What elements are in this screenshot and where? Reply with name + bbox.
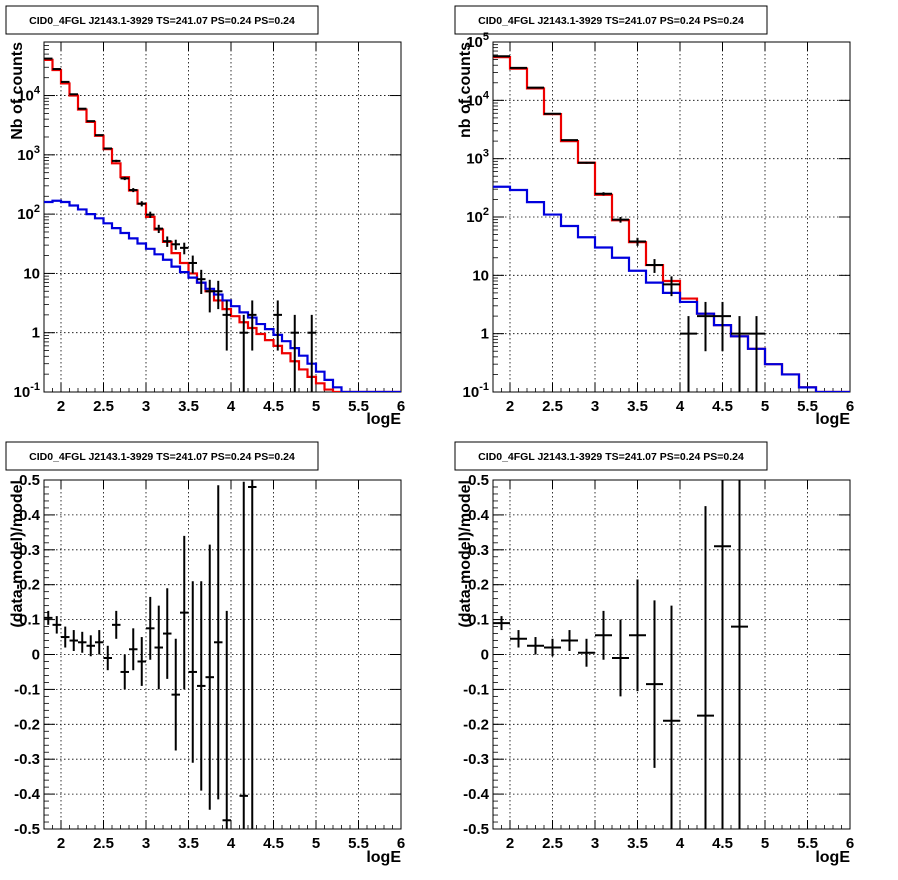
y-tick-label: -0.5 [463, 821, 489, 838]
x-tick-label: 4.5 [263, 835, 284, 852]
x-axis-label: logE [815, 849, 850, 866]
y-tick-label: 102 [466, 206, 489, 226]
chart-title: CID0_4FGL J2143.1-3929 TS=241.07 PS=0.24… [29, 15, 295, 27]
y-tick-label: 102 [17, 203, 40, 223]
data-point [578, 162, 595, 164]
y-tick-label: 10-1 [14, 381, 40, 401]
y-tick-label: -0.4 [463, 786, 490, 803]
x-tick-label: 4 [676, 835, 685, 852]
x-tick-label: 4.5 [263, 398, 284, 415]
x-tick-label: 3 [142, 835, 150, 852]
y-tick-label: -0.4 [14, 786, 41, 803]
y-tick-label: 10 [23, 265, 40, 282]
y-axis-label: (data-model)/model [9, 480, 26, 628]
y-tick-label: -0.3 [463, 751, 489, 768]
chart-title: CID0_4FGL J2143.1-3929 TS=241.07 PS=0.24… [478, 451, 744, 463]
y-tick-label: 10-1 [463, 381, 489, 401]
x-tick-label: 4.5 [712, 398, 733, 415]
x-tick-label: 4.5 [712, 835, 733, 852]
y-tick-label: 10 [472, 267, 489, 284]
x-tick-label: 2.5 [93, 835, 114, 852]
data-point [112, 160, 121, 162]
x-tick-label: 3.5 [627, 398, 648, 415]
data-point [87, 121, 96, 122]
x-tick-label: 2 [57, 835, 65, 852]
x-tick-label: 3 [142, 398, 150, 415]
x-tick-label: 3.5 [627, 835, 648, 852]
y-tick-label: 0 [32, 647, 40, 664]
x-tick-label: 4 [227, 835, 236, 852]
plot-frame [44, 42, 401, 392]
y-axis-label: (data-model)/model [457, 480, 474, 628]
x-axis-label: logE [366, 849, 401, 866]
x-tick-label: 2.5 [93, 398, 114, 415]
y-tick-label: 103 [17, 144, 40, 164]
x-tick-label: 3 [591, 835, 599, 852]
chart-panel-1: CID0_4FGL J2143.1-3929 TS=241.07 PS=0.24… [6, 6, 405, 428]
x-tick-label: 2 [506, 835, 514, 852]
y-tick-label: -0.1 [14, 681, 40, 698]
data-point [95, 134, 104, 135]
x-axis-label: logE [366, 411, 401, 428]
x-tick-label: 3.5 [178, 398, 199, 415]
y-tick-label: -0.3 [14, 751, 40, 768]
y-tick-label: 0 [481, 647, 489, 664]
y-axis-label: nb of counts [457, 42, 474, 138]
x-tick-label: 2.5 [542, 398, 563, 415]
chart-panel-4: CID0_4FGL J2143.1-3929 TS=241.07 PS=0.24… [455, 442, 854, 866]
data-point [61, 82, 70, 83]
y-tick-label: 1 [32, 325, 40, 342]
x-tick-label: 2 [506, 398, 514, 415]
data-point [70, 94, 79, 95]
chart-title: CID0_4FGL J2143.1-3929 TS=241.07 PS=0.24… [478, 15, 744, 27]
x-tick-label: 5 [312, 835, 320, 852]
data-point [561, 140, 578, 141]
x-tick-label: 3.5 [178, 835, 199, 852]
y-tick-label: 103 [466, 148, 489, 168]
chart-title: CID0_4FGL J2143.1-3929 TS=241.07 PS=0.24… [29, 451, 295, 463]
plot-frame [44, 480, 401, 829]
x-tick-label: 5 [312, 398, 320, 415]
x-tick-label: 2.5 [542, 835, 563, 852]
x-tick-label: 2 [57, 398, 65, 415]
chart-panel-2: CID0_4FGL J2143.1-3929 TS=241.07 PS=0.24… [455, 6, 854, 428]
x-axis-label: logE [815, 411, 850, 428]
x-tick-label: 4 [676, 398, 685, 415]
y-tick-label: -0.5 [14, 821, 40, 838]
y-axis-label: Nb of counts [9, 42, 26, 140]
x-tick-label: 5 [761, 398, 769, 415]
plot-frame [493, 42, 850, 392]
x-tick-label: 4 [227, 398, 236, 415]
y-tick-label: 1 [481, 326, 489, 343]
data-point [78, 108, 87, 109]
data-point [544, 113, 561, 114]
chart-panel-3: CID0_4FGL J2143.1-3929 TS=241.07 PS=0.24… [6, 442, 405, 866]
y-tick-label: -0.1 [463, 681, 489, 698]
data-point [104, 148, 113, 150]
y-tick-label: -0.2 [463, 716, 489, 733]
x-tick-label: 5 [761, 835, 769, 852]
x-tick-label: 3 [591, 398, 599, 415]
y-tick-label: -0.2 [14, 716, 40, 733]
